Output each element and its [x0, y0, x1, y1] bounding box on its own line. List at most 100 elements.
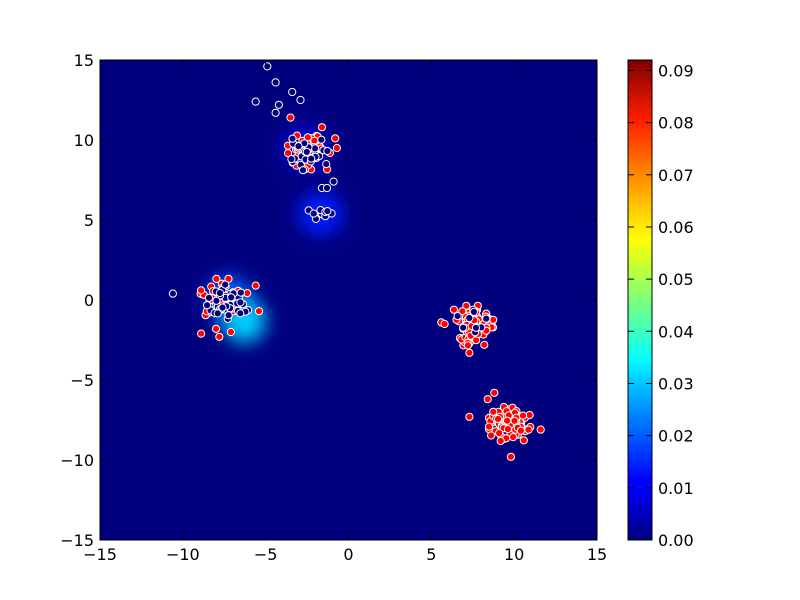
colorbar-tick-label: 0.02 [658, 427, 694, 446]
colorbar-tick-label: 0.05 [658, 270, 694, 289]
scatter-point [236, 298, 245, 307]
scatter-point [465, 412, 474, 421]
scatter-point [302, 147, 311, 156]
y-tick-label: 10 [74, 131, 94, 150]
scatter-point [487, 431, 496, 440]
scatter-point [329, 177, 338, 186]
scatter-point [459, 323, 468, 332]
scatter-point [331, 134, 340, 143]
scatter-point [215, 332, 224, 341]
scatter-point [307, 154, 316, 163]
scatter-point [298, 166, 308, 175]
x-tick-label: 5 [426, 545, 436, 564]
scatter-point [203, 301, 212, 310]
scatter-point [251, 281, 260, 290]
scatter-point [463, 341, 472, 350]
scatter-point [251, 97, 260, 106]
scatter-point [524, 425, 533, 434]
scatter-point [519, 436, 528, 445]
scatter-point [221, 280, 230, 289]
scatter-point [484, 422, 494, 431]
scatter-point [510, 416, 519, 425]
x-tick-label: 10 [504, 545, 524, 564]
scatter-point [440, 319, 449, 329]
plot-area: −15 −10 −5 0 5 10 15 −15 −10 −5 0 5 10 15 [60, 51, 607, 564]
x-tick-label: −10 [166, 545, 200, 564]
scatter-point [317, 123, 327, 132]
scatter-point [236, 288, 245, 297]
scatter-point [503, 416, 512, 425]
scatter-point [509, 433, 518, 442]
colorbar-tick-label: 0.06 [658, 218, 694, 237]
scatter-point [516, 426, 526, 435]
scatter-point [204, 293, 214, 302]
x-tick-label: −15 [83, 545, 117, 564]
scatter-point [482, 314, 491, 323]
scatter-point [286, 113, 295, 122]
colorbar-tick-label: 0.00 [658, 531, 694, 550]
y-tick-label: 0 [84, 291, 94, 310]
scatter-point [287, 155, 296, 164]
scatter-point [480, 340, 489, 349]
colorbar-tick-label: 0.07 [658, 166, 694, 185]
scatter-point [288, 134, 297, 143]
scatter-point [322, 160, 331, 169]
scatter-point [536, 425, 545, 434]
y-tick-label: −10 [60, 451, 94, 470]
scatter-point [288, 87, 297, 97]
scatter-point [518, 411, 528, 420]
scatter-point [227, 293, 236, 302]
heatmap-background [100, 60, 597, 540]
scatter-point [449, 305, 458, 314]
scatter-point [469, 307, 478, 316]
colorbar-tick-label: 0.03 [658, 374, 694, 393]
x-tick-label: −5 [254, 545, 278, 564]
y-tick-label: −5 [70, 371, 94, 390]
y-tick-label: 5 [84, 211, 94, 230]
scatter-point [212, 274, 221, 283]
scatter-point [489, 315, 498, 324]
scatter-point [303, 133, 312, 142]
y-axis: −15 −10 −5 0 5 10 15 [60, 51, 597, 550]
scatter-point [254, 307, 264, 316]
scatter-point [310, 144, 320, 153]
scatter-point [168, 289, 177, 298]
colorbar-gradient [627, 59, 653, 541]
scatter-point [271, 78, 280, 87]
scatter-point [212, 296, 221, 305]
scatter-point [296, 95, 305, 105]
scatter-point [224, 311, 233, 320]
scatter-point [496, 436, 505, 446]
x-axis: −15 −10 −5 0 5 10 15 [83, 60, 607, 564]
y-tick-label: 15 [74, 51, 94, 70]
scatter-point [495, 429, 504, 438]
scatter-point [263, 62, 272, 71]
scatter-point [323, 146, 332, 156]
colorbar: 0.00 0.01 0.02 0.03 0.04 0.05 0.06 0.07 0.08 0.09 [627, 59, 694, 550]
scatter-point [494, 414, 503, 424]
scatter-point [490, 388, 499, 397]
scatter-point [215, 288, 224, 298]
scatter-point [197, 329, 206, 338]
colorbar-tick-label: 0.08 [658, 114, 694, 133]
colorbar-ticks: 0.00 0.01 0.02 0.03 0.04 0.05 0.06 0.07 0.08 0.09 [628, 61, 694, 550]
x-tick-label: 15 [587, 545, 607, 564]
scatter-point [226, 327, 235, 337]
scatter-point [465, 348, 474, 357]
scatter-point [506, 452, 515, 461]
scatter-point [483, 395, 492, 404]
scatter-point [317, 135, 326, 144]
scatter-point [211, 324, 221, 333]
scatter-point [332, 143, 341, 153]
scatter-point [525, 410, 534, 420]
scatter-point [465, 313, 474, 323]
scatter-point [274, 100, 283, 109]
scatter-point [458, 307, 467, 316]
scatter-point [218, 303, 227, 312]
scatter-point [323, 207, 332, 216]
scatter-point [489, 407, 498, 416]
scatter-point [462, 301, 471, 310]
y-tick-label: −15 [60, 531, 94, 550]
x-tick-label: 0 [343, 545, 353, 564]
